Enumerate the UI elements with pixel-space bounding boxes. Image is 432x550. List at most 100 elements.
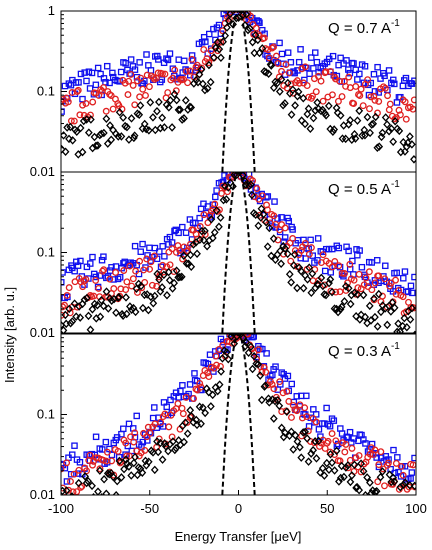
data-point <box>87 115 95 124</box>
data-point <box>328 287 336 297</box>
data-point <box>334 307 342 317</box>
data-point <box>139 438 147 446</box>
data-point <box>270 43 277 51</box>
data-point <box>108 264 115 271</box>
data-point <box>254 360 263 369</box>
data-point <box>176 105 185 114</box>
data-point <box>344 284 353 293</box>
data-point <box>375 89 382 96</box>
data-point <box>149 299 158 308</box>
data-point <box>169 65 177 72</box>
data-point <box>144 423 152 431</box>
data-point <box>70 470 78 478</box>
data-point <box>61 303 67 311</box>
data-point <box>287 80 295 88</box>
data-point <box>313 98 322 107</box>
data-point <box>84 476 93 486</box>
data-point <box>163 55 170 62</box>
data-point <box>320 290 329 299</box>
data-point <box>144 437 151 444</box>
data-point <box>169 74 177 82</box>
data-point <box>278 214 285 221</box>
data-point <box>207 47 215 55</box>
data-point <box>325 465 333 474</box>
data-point <box>188 55 196 63</box>
data-point <box>312 418 320 426</box>
data-point <box>269 414 278 423</box>
data-point <box>339 121 348 130</box>
data-point <box>83 77 90 85</box>
data-point <box>109 105 117 113</box>
data-point <box>102 489 111 495</box>
data-point <box>303 392 310 400</box>
data-point <box>288 85 297 95</box>
data-point <box>215 380 224 389</box>
data-point <box>263 206 271 214</box>
data-point <box>280 371 287 378</box>
data-point <box>83 263 91 271</box>
data-point <box>408 469 416 476</box>
data-point <box>390 477 399 486</box>
data-point <box>208 390 217 400</box>
data-point <box>102 107 110 115</box>
data-point <box>367 93 375 101</box>
data-point <box>204 387 213 397</box>
data-point <box>345 73 353 81</box>
data-point <box>370 70 378 78</box>
data-point <box>260 67 269 76</box>
data-point <box>362 274 370 282</box>
data-point <box>150 465 159 475</box>
data-point <box>287 278 296 287</box>
data-point <box>210 228 219 237</box>
data-point <box>244 348 253 357</box>
data-point <box>99 301 108 311</box>
data-point <box>88 305 97 314</box>
data-point <box>140 290 149 300</box>
data-point <box>283 78 292 88</box>
data-point <box>108 457 116 465</box>
data-point <box>179 410 187 418</box>
data-point <box>126 302 134 311</box>
data-point <box>375 461 383 469</box>
data-point <box>330 417 338 424</box>
data-point <box>341 134 350 144</box>
data-point <box>117 68 125 76</box>
data-point <box>187 262 196 272</box>
data-point <box>100 475 108 484</box>
data-point <box>328 91 336 99</box>
data-point <box>293 283 302 293</box>
data-point <box>353 290 362 299</box>
data-point <box>160 270 168 280</box>
data-point <box>197 65 206 74</box>
data-point <box>288 413 295 421</box>
data-point <box>61 131 68 140</box>
data-point <box>93 496 99 503</box>
data-point <box>98 87 106 95</box>
data-point <box>394 454 401 461</box>
data-point <box>328 458 336 467</box>
data-point <box>278 50 286 58</box>
data-point <box>330 466 339 475</box>
data-point <box>197 226 206 236</box>
panel-2: 0.1 0.01 Q = 0.5 A-1 <box>30 171 417 340</box>
data-point <box>270 385 278 393</box>
data-point <box>65 284 73 292</box>
data-point <box>365 268 373 276</box>
data-point <box>402 74 410 82</box>
data-point <box>129 81 137 89</box>
data-point <box>197 383 205 391</box>
data-point <box>217 38 225 46</box>
data-point <box>355 315 364 324</box>
data-point <box>215 222 223 232</box>
data-point <box>136 101 145 110</box>
panel-label: Q = 0.5 A-1 <box>328 179 400 198</box>
data-point <box>180 114 188 123</box>
data-point <box>367 488 376 495</box>
data-point <box>92 141 100 151</box>
data-point <box>310 65 317 72</box>
data-point <box>401 268 409 275</box>
data-point <box>146 429 154 437</box>
data-point <box>112 269 120 276</box>
data-point <box>123 452 131 460</box>
data-point <box>289 445 298 454</box>
